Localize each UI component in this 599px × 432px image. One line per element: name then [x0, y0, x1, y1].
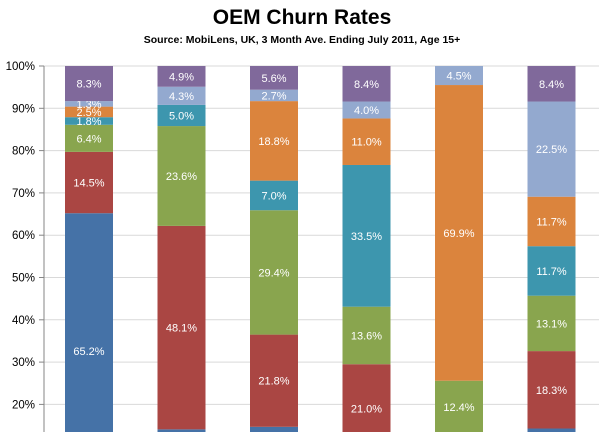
data-label: 13.6% [351, 330, 382, 342]
data-label: 1.3% [76, 99, 101, 111]
y-tick-label: 100% [6, 61, 35, 73]
bar-segment [250, 180, 298, 211]
data-label: 33.5% [351, 231, 382, 243]
data-label: 11.7% [536, 216, 567, 228]
bar-segment [65, 106, 113, 118]
data-label: 8.4% [354, 79, 379, 91]
bar-segment [527, 246, 576, 296]
bar-segment [342, 118, 391, 165]
y-tick-label: 60% [12, 230, 35, 242]
chart-title: OEM Churn Rates [213, 6, 392, 29]
bar-segment [65, 124, 113, 152]
y-axis-ticks: 20% 30% 40% 50% 60% 70% 80% 90% 100% [6, 61, 44, 411]
bar-segment [435, 380, 483, 432]
data-label: 5.6% [261, 73, 286, 85]
y-tick-label: 30% [12, 357, 35, 369]
data-label: 65.2% [73, 346, 104, 358]
data-label: 23.6% [166, 171, 197, 183]
bar-segment [527, 101, 576, 197]
bar-segment [342, 66, 391, 102]
y-tick-label: 90% [12, 103, 35, 115]
data-label: 4.5% [446, 71, 471, 83]
data-label: 5.0% [169, 110, 194, 122]
bar-segment [435, 85, 483, 381]
bar-segment [250, 66, 298, 90]
bar-segment [157, 104, 206, 127]
y-tick-label: 70% [12, 188, 35, 200]
data-label: 1.8% [76, 116, 101, 128]
data-label: 12.4% [443, 402, 474, 414]
bar-segment [342, 164, 391, 307]
y-tick-label: 20% [12, 399, 35, 411]
chart-subtitle: Source: MobiLens, UK, 3 Month Ave. Endin… [144, 34, 461, 46]
bar-segment [342, 306, 391, 365]
bar-segment [250, 89, 298, 102]
bar-segment [250, 101, 298, 181]
bar-segment [527, 351, 576, 429]
gridlines [44, 65, 599, 405]
data-label: 13.1% [536, 318, 567, 330]
data-label: 22.5% [536, 144, 567, 156]
data-label: 14.5% [73, 178, 104, 190]
data-label: 8.3% [76, 79, 101, 91]
bar-segment [527, 66, 576, 102]
data-label: 8.4% [539, 79, 564, 91]
bar-segment [157, 66, 206, 87]
bar-segment [250, 210, 298, 335]
bar-segment [157, 225, 206, 430]
data-label: 4.3% [169, 91, 194, 103]
bar-segment [157, 86, 206, 105]
data-label: 7.0% [261, 190, 286, 202]
bars: 65.2% 14.5% 6.4% 1.8%2.5%1.3% 8.3% 48.1% 23.6%… [65, 66, 576, 432]
bar-segment [342, 364, 391, 432]
bar-segment [342, 101, 391, 119]
data-label: 2.5% [76, 107, 101, 119]
data-label: 29.4% [258, 267, 289, 279]
bar-segment [65, 213, 113, 432]
bar-segment [157, 429, 206, 432]
y-tick-label: 40% [12, 315, 35, 327]
bar-segment [435, 66, 483, 86]
bar-segment [250, 426, 298, 432]
y-tick-label: 80% [12, 146, 35, 158]
data-label: 4.0% [354, 105, 379, 117]
data-label: 18.8% [258, 136, 289, 148]
bar-segment [65, 66, 113, 102]
data-label: 6.4% [76, 133, 101, 145]
data-label: 69.9% [443, 228, 474, 240]
bar-segment [527, 428, 576, 432]
bar-segment [65, 101, 113, 107]
data-label: 11.7% [536, 266, 567, 278]
data-label: 21.0% [351, 404, 382, 416]
data-label: 4.9% [169, 71, 194, 83]
bar-segment [527, 196, 576, 247]
bar-segment [65, 117, 113, 125]
y-tick-label: 50% [12, 273, 35, 285]
data-label: 11.0% [351, 137, 382, 149]
data-label: 2.7% [261, 90, 286, 102]
bar-segment [65, 151, 113, 214]
bar-segment [250, 334, 298, 427]
data-label: 21.8% [258, 376, 289, 388]
bar-segment [527, 295, 576, 352]
data-label: 48.1% [166, 323, 197, 335]
bar-segment [157, 126, 206, 226]
data-label: 18.3% [536, 385, 567, 397]
